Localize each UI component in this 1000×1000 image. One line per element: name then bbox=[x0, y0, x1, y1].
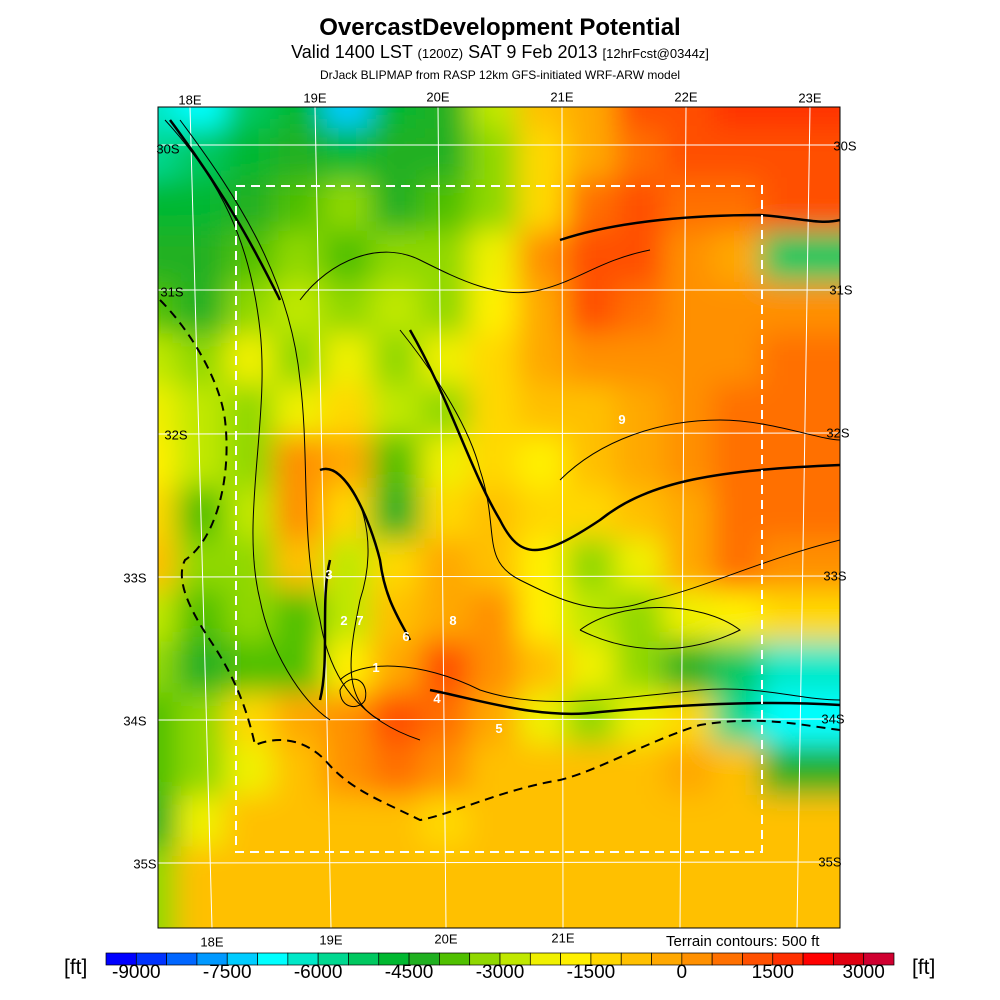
lon-label-top: 21E bbox=[550, 89, 574, 105]
model-source: DrJack BLIPMAP from RASP 12km GFS-initia… bbox=[319, 68, 681, 82]
colorbar-swatch bbox=[166, 952, 198, 966]
contour-label: 2 bbox=[340, 613, 347, 628]
lon-label-top: 19E bbox=[303, 90, 327, 106]
colorbar-tick-label: -1500 bbox=[566, 962, 616, 983]
contour-label: 4 bbox=[433, 691, 441, 706]
lat-label-left: 31S bbox=[160, 284, 184, 300]
color-field bbox=[158, 107, 840, 928]
lon-label-top: 20E bbox=[426, 89, 450, 105]
lon-label-bottom: 18E bbox=[200, 934, 224, 950]
map-title: OvercastDevelopment Potential bbox=[319, 14, 681, 41]
colorbar-tick-label: 0 bbox=[676, 962, 688, 983]
lon-label-top: 23E bbox=[798, 90, 822, 106]
colorbar-swatch bbox=[620, 952, 652, 966]
terrain-contours-bold bbox=[168, 119, 840, 716]
contour-label: 3 bbox=[325, 567, 332, 582]
lon-label-bottom: 20E bbox=[434, 931, 458, 947]
lat-lon-grid bbox=[158, 107, 840, 928]
colorbar-swatch bbox=[802, 952, 834, 966]
contour-label: 1 bbox=[372, 660, 379, 675]
colorbar-tick-label: -6000 bbox=[293, 962, 343, 983]
contour-labels: 3 2 7 6 8 1 4 5 9 bbox=[325, 412, 625, 736]
colorbar-tick-label: -4500 bbox=[384, 962, 434, 983]
lat-label-left: 34S bbox=[123, 713, 147, 729]
colorbar-tick-label: -9000 bbox=[111, 962, 161, 983]
lat-label-left: 30S bbox=[156, 141, 180, 157]
lat-label-right: 33S bbox=[823, 568, 847, 584]
lat-label-left: 35S bbox=[133, 856, 157, 872]
lat-label-right: 34S bbox=[821, 711, 845, 727]
valid-utc: (1200Z) bbox=[417, 46, 464, 61]
contour-label: 5 bbox=[495, 721, 502, 736]
terrain-contours bbox=[164, 119, 840, 741]
colorbar-swatch bbox=[257, 952, 289, 966]
lat-label-right: 35S bbox=[818, 854, 842, 870]
lon-label-bottom: 21E bbox=[551, 930, 575, 946]
coastline bbox=[159, 299, 840, 822]
contour-label: 9 bbox=[618, 412, 625, 427]
colorbar-swatch bbox=[348, 952, 380, 966]
lon-label-top: 22E bbox=[674, 89, 698, 105]
colorbar-swatch bbox=[529, 952, 561, 966]
lat-label-right: 30S bbox=[833, 138, 857, 154]
lat-label-right: 31S bbox=[829, 282, 853, 298]
valid-date: SAT 9 Feb 2013 bbox=[468, 42, 598, 62]
contour-label: 6 bbox=[402, 629, 409, 644]
lon-label-top: 18E bbox=[178, 92, 202, 108]
colorbar-swatch bbox=[711, 952, 743, 966]
contour-label: 7 bbox=[356, 613, 363, 628]
valid-time: Valid 1400 LST (1200Z) SAT 9 Feb 2013 [1… bbox=[0, 42, 1000, 63]
contour-label: 8 bbox=[449, 613, 456, 628]
valid-main: Valid 1400 LST bbox=[291, 42, 413, 62]
lat-label-left: 32S bbox=[164, 427, 188, 443]
colorbar-tick-label: -3000 bbox=[475, 962, 525, 983]
terrain-note: Terrain contours: 500 ft bbox=[666, 933, 820, 950]
colorbar-swatch bbox=[439, 952, 471, 966]
lat-label-right: 32S bbox=[826, 425, 850, 441]
inner-domain-box bbox=[235, 185, 763, 853]
unit-right: [ft] bbox=[912, 956, 936, 979]
map-frame bbox=[157, 106, 841, 929]
colorbar bbox=[105, 952, 895, 966]
colorbar-tick-label: 1500 bbox=[751, 962, 794, 983]
colorbar-swatch bbox=[863, 952, 895, 966]
colorbar-tick-label: -7500 bbox=[202, 962, 252, 983]
forecast-info: [12hrFcst@0344z] bbox=[602, 46, 709, 61]
lat-label-left: 33S bbox=[123, 570, 147, 586]
lon-label-bottom: 19E bbox=[319, 932, 343, 948]
colorbar-tick-label: 3000 bbox=[842, 962, 885, 983]
unit-left: [ft] bbox=[64, 956, 88, 979]
